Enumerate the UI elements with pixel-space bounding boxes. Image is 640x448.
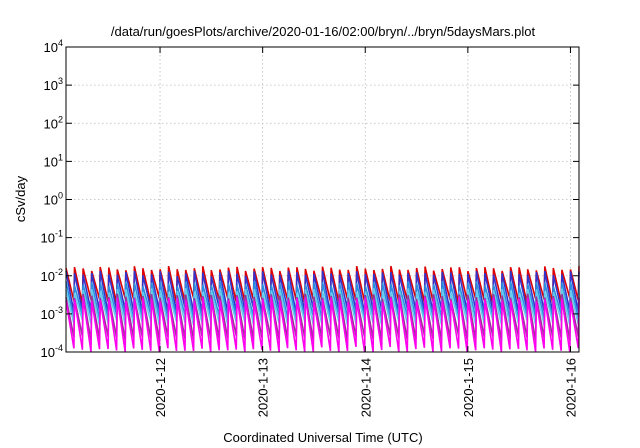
series-line (65, 270, 580, 315)
series-line (65, 288, 580, 326)
series-line (65, 293, 580, 341)
x-tick-label: 2020-1-15 (461, 358, 476, 417)
series-line (65, 280, 580, 320)
y-tick-label: 10-1 (41, 229, 63, 246)
series-line (65, 265, 580, 304)
x-tick-label: 2020-1-12 (153, 358, 168, 417)
y-tick-label: 102 (44, 114, 63, 131)
x-tick-label: 2020-1-16 (563, 358, 578, 417)
x-tick-label: 2020-1-14 (358, 358, 373, 417)
y-axis: 10-4 10-3 10-2 10-1 100 101 102 103 104 (41, 38, 579, 360)
y-tick-label: 103 (44, 76, 63, 93)
x-axis-label: Coordinated Universal Time (UTC) (223, 430, 422, 445)
series-lines (65, 265, 580, 353)
x-axis: 2020-1-12 2020-1-13 2020-1-14 2020-1-15 2020… (153, 47, 578, 417)
y-tick-label: 101 (44, 152, 63, 169)
y-tick-label: 104 (44, 38, 63, 55)
series-line (65, 296, 580, 353)
chart-title: /data/run/goesPlots/archive/2020-01-16/0… (111, 24, 536, 39)
y-tick-label: 10-4 (41, 343, 63, 360)
y-tick-label: 10-2 (41, 267, 63, 284)
y-tick-label: 10-3 (41, 305, 63, 322)
y-tick-label: 100 (44, 191, 63, 208)
y-axis-label: cSv/day (13, 175, 28, 222)
x-tick-label: 2020-1-13 (256, 358, 271, 417)
